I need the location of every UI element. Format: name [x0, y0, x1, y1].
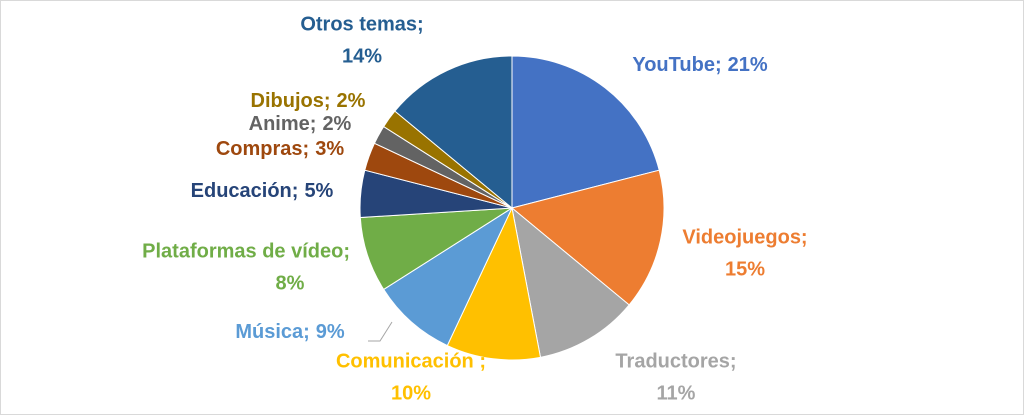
data-label: YouTube; 21% [632, 54, 767, 76]
data-label-name: Anime; [249, 113, 317, 135]
pie-slice [394, 55, 513, 210]
data-label-name: Videojuegos; [682, 226, 807, 248]
data-label: Compras; 3% [216, 138, 344, 160]
data-label-value: 21% [728, 54, 768, 76]
data-label-value: 15% [725, 258, 765, 280]
data-label-value: 8% [276, 272, 305, 294]
data-label-name: Compras; [216, 138, 309, 160]
data-label: Anime; 2% [249, 113, 352, 135]
pie-slice [511, 206, 630, 358]
pie-slice [511, 55, 660, 209]
data-label-name: Otros temas; [300, 13, 423, 35]
data-label: Música; 9% [235, 321, 345, 343]
data-label-value: 10% [391, 382, 431, 404]
data-label-value: 3% [315, 138, 344, 160]
data-label-name: YouTube; [632, 54, 721, 76]
pie-slice [510, 169, 665, 306]
data-label-value: 2% [337, 90, 366, 112]
data-label-name: Traductores; [615, 350, 736, 372]
pie-slice [446, 206, 542, 361]
data-label-name: Música; [235, 321, 309, 343]
leader-line [368, 321, 393, 342]
data-label-name: Comunicación ; [336, 350, 486, 372]
data-label: Educación; 5% [191, 180, 334, 202]
pie-slice [382, 206, 514, 347]
data-label-value: 11% [657, 382, 696, 404]
data-label-name: Plataformas de vídeo; [142, 240, 350, 262]
data-label-name: Dibujos; [251, 90, 331, 112]
data-label: Dibujos; 2% [251, 90, 366, 112]
data-label-name: Educación; [191, 180, 299, 202]
data-label-value: 5% [304, 180, 333, 202]
data-label-value: 2% [322, 113, 351, 135]
data-label-value: 14% [342, 45, 382, 67]
data-label-value: 9% [316, 321, 345, 343]
